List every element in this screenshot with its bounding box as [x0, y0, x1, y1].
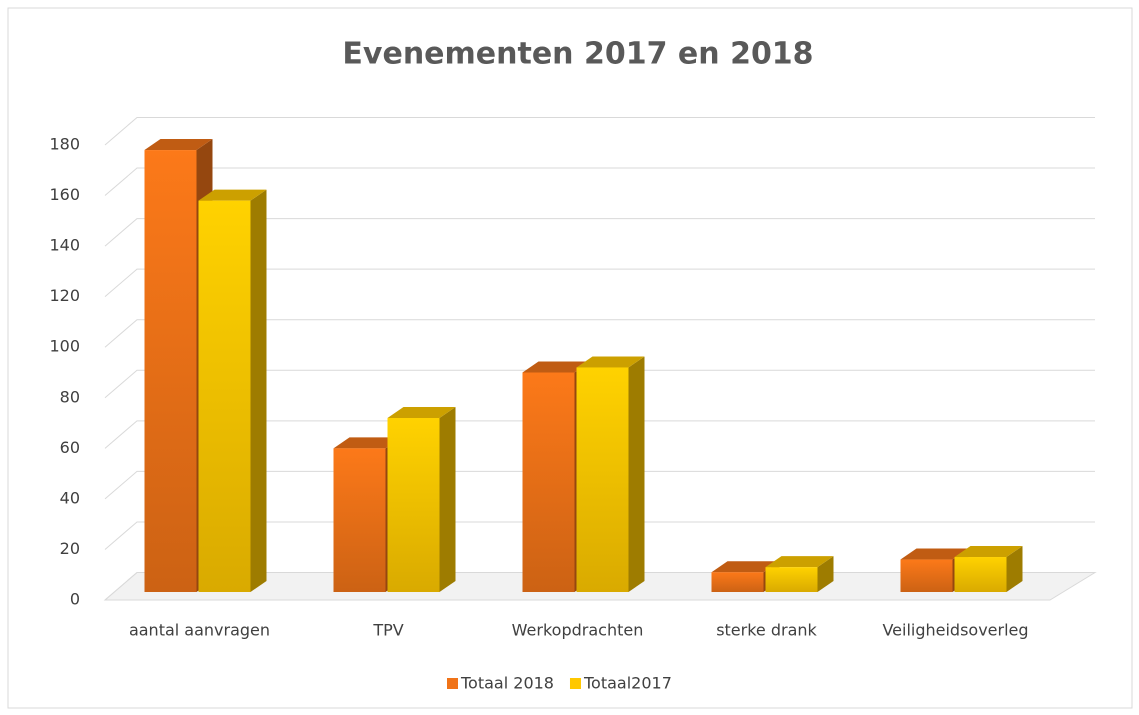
- legend-swatch: [569, 678, 581, 689]
- bar-front: [387, 418, 440, 592]
- bar-top: [333, 437, 402, 449]
- bar-top: [522, 361, 591, 373]
- legend-swatch: [447, 678, 458, 689]
- bar-side: [439, 407, 456, 592]
- y-tick-label: 100: [49, 337, 80, 356]
- bar-side: [817, 556, 834, 592]
- grid-line: [104, 319, 1095, 348]
- grid-line: [104, 218, 1095, 247]
- y-tick-label: 80: [60, 387, 80, 406]
- y-tick-label: 120: [49, 286, 80, 305]
- bar-front: [765, 567, 818, 592]
- bar: [765, 556, 834, 592]
- bar-front: [954, 557, 1007, 592]
- bar-front: [711, 572, 764, 592]
- bar-side: [628, 356, 645, 592]
- grid-line: [104, 268, 1095, 298]
- legend-label: Totaal2017: [583, 674, 672, 693]
- bar-top: [387, 407, 456, 418]
- bar-front: [144, 150, 197, 593]
- bar-front: [198, 200, 251, 592]
- y-tick-label: 180: [49, 135, 80, 154]
- bar-top: [576, 356, 645, 368]
- bar-front: [333, 448, 386, 592]
- y-tick-label: 140: [49, 236, 80, 255]
- bar-front: [576, 367, 629, 592]
- bar: [954, 546, 1023, 592]
- grid-line: [104, 369, 1095, 399]
- x-tick-label: sterke drank: [716, 621, 817, 640]
- x-tick-label: Werkopdrachten: [512, 621, 644, 640]
- grid-line: [104, 117, 1095, 146]
- bar: [576, 356, 645, 592]
- x-tick-label: Veiligheidsoverleg: [882, 621, 1028, 640]
- bar-front: [900, 559, 953, 592]
- bar-top: [198, 189, 267, 201]
- bar-front: [522, 372, 575, 592]
- x-tick-label: TPV: [372, 621, 403, 640]
- grid-line: [104, 167, 1095, 196]
- x-tick-label: aantal aanvragen: [129, 621, 270, 640]
- grid-line: [104, 420, 1095, 449]
- y-tick-label: 160: [49, 185, 80, 204]
- legend-label: Totaal 2018: [460, 674, 554, 693]
- grid-line: [104, 521, 1095, 550]
- y-tick-label: 40: [60, 488, 80, 507]
- bar-top: [144, 139, 213, 151]
- bar-side: [250, 189, 267, 592]
- bar-top: [900, 548, 969, 560]
- y-tick-label: 0: [70, 590, 80, 609]
- chart-title: Evenementen 2017 en 2018: [342, 37, 813, 72]
- bar: [198, 189, 267, 592]
- bar-top: [711, 561, 780, 573]
- y-tick-label: 20: [60, 539, 80, 558]
- bar-side: [1006, 546, 1023, 592]
- y-tick-label: 60: [60, 438, 80, 457]
- bar-top: [954, 546, 1023, 558]
- bar: [387, 407, 456, 592]
- bar-top: [765, 556, 834, 568]
- grid-line: [104, 470, 1095, 500]
